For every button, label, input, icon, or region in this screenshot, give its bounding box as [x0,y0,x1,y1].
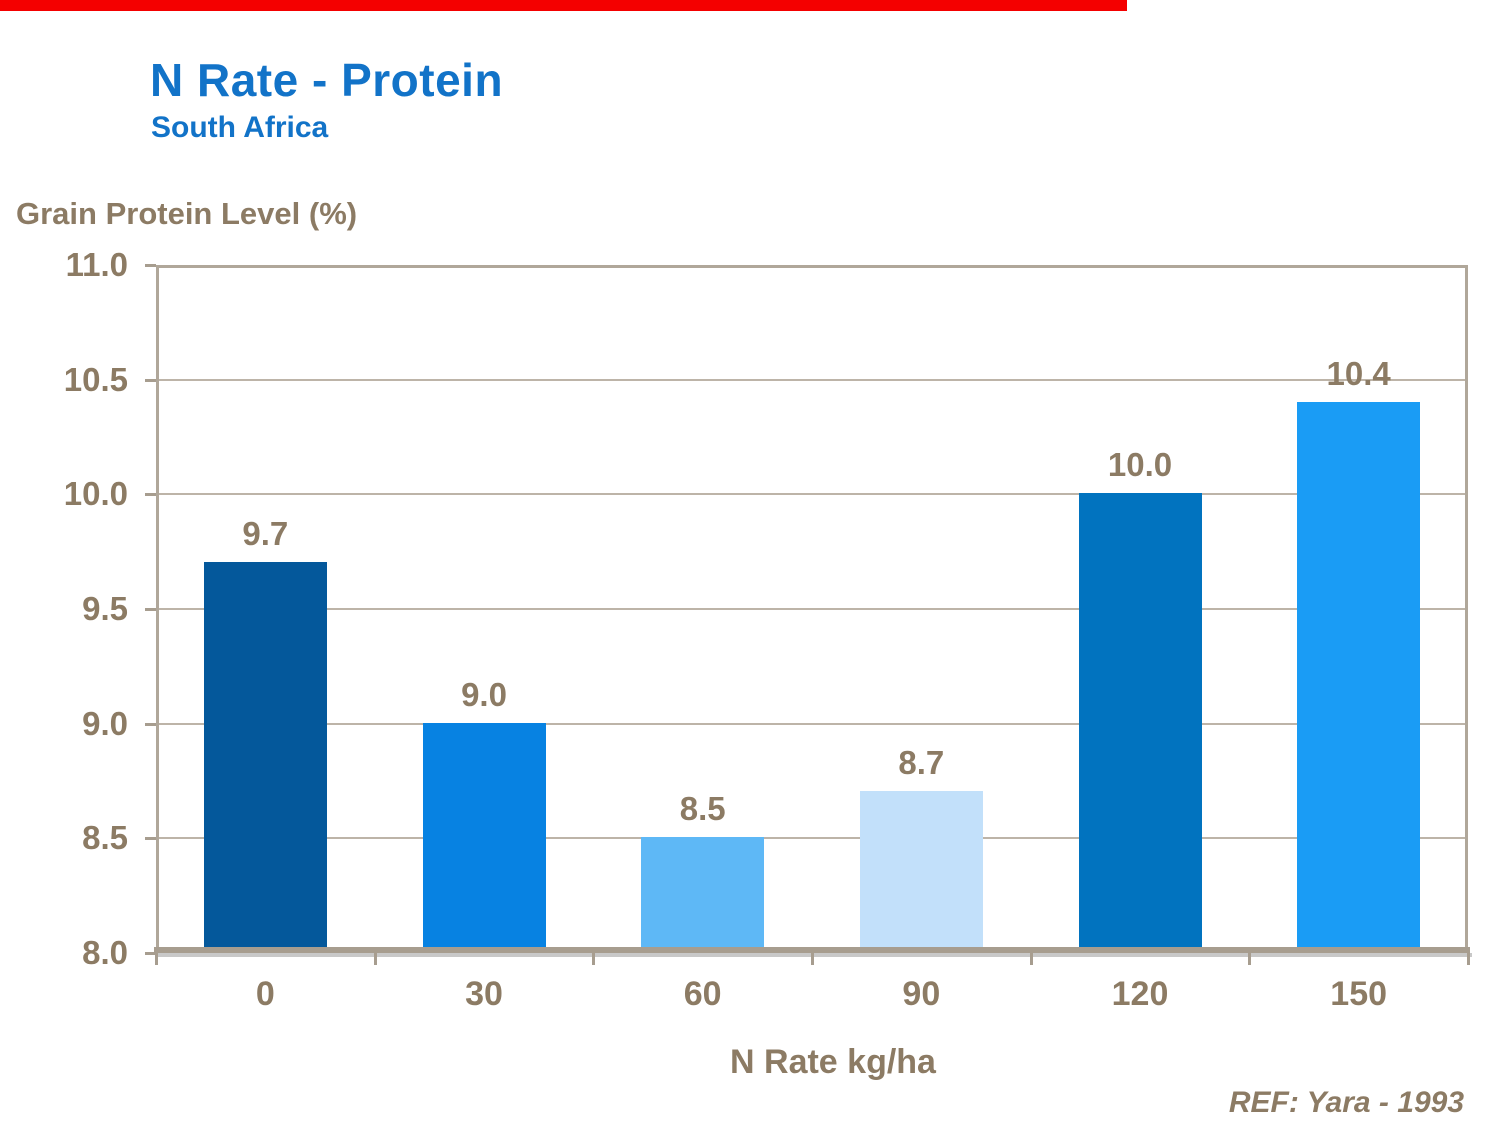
gridline [159,837,1465,840]
x-category-label: 120 [1111,975,1169,1013]
bar [859,791,983,952]
bar [1078,493,1202,952]
x-category-label: 60 [683,975,722,1013]
y-tick-label: 8.0 [82,934,128,971]
x-tick-mark [155,953,158,965]
x-tick-mark [1248,953,1252,965]
reference-note: REF: Yara - 1993 [1228,1086,1464,1119]
y-tick-label: 10.5 [63,360,128,398]
slide-title: N Rate - Protein [150,54,504,106]
x-tick-mark [1029,953,1033,965]
bar-value-label: 8.5 [679,790,726,828]
y-tick-label: 8.5 [82,819,128,857]
x-axis-shadow [158,953,1472,957]
y-tick-mark [145,837,156,841]
bar [1297,401,1421,952]
gridline [159,722,1465,725]
x-tick-mark [592,953,596,965]
y-axis-title: Grain Protein Level (%) [16,196,358,231]
y-tick-label: 9.0 [82,704,128,742]
bar-value-label: 8.7 [898,744,945,782]
x-category-label: 90 [902,975,941,1013]
y-tick-label: 11.0 [65,246,128,283]
bar [422,722,546,952]
x-axis-title: N Rate kg/ha [730,1043,936,1081]
y-tick-mark [145,952,156,955]
x-tick-mark [373,953,377,965]
y-tick-mark [145,722,156,726]
gridline [159,378,1465,381]
y-tick-label: 9.5 [82,590,128,627]
x-category-label: 150 [1330,975,1388,1013]
bar-value-label: 9.0 [461,675,507,713]
x-category-label: 0 [255,975,275,1013]
y-tick-mark [145,264,156,267]
gridline [159,493,1465,496]
top-accent-bar [0,0,1127,11]
bar-value-label: 9.7 [242,515,289,553]
bar-value-label: 10.4 [1326,354,1391,392]
y-tick-mark [145,608,156,611]
x-axis-line [154,947,1470,953]
gridline [159,608,1465,610]
x-tick-mark [811,953,814,965]
y-tick-mark [145,378,156,382]
x-category-label: 30 [465,975,503,1013]
y-tick-mark [145,493,156,497]
x-tick-mark [1467,953,1470,965]
bar [203,562,327,952]
slide-subtitle: South Africa [151,111,329,144]
bar-value-label: 10.0 [1107,446,1173,484]
y-tick-label: 10.0 [63,475,128,513]
bar [641,837,765,952]
